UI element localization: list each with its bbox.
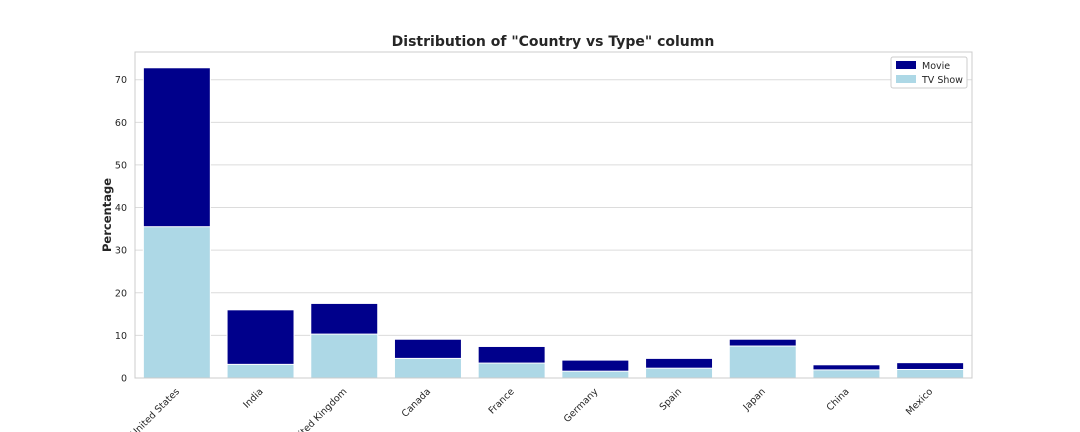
y-tick-label: 30 bbox=[115, 246, 127, 257]
y-axis-ticks: 0 10 20 30 40 50 60 70 bbox=[115, 75, 127, 384]
legend: Movie TV Show bbox=[890, 56, 968, 89]
bar-tv-show bbox=[728, 345, 797, 379]
bar-tv-show bbox=[310, 333, 379, 379]
bars bbox=[142, 67, 965, 379]
bar-tv-show bbox=[812, 369, 881, 379]
legend-swatch bbox=[896, 75, 916, 83]
y-tick-label: 60 bbox=[115, 118, 127, 129]
bar-tv-show bbox=[477, 362, 546, 379]
y-tick-label: 0 bbox=[121, 374, 127, 385]
y-axis-label: Percentage bbox=[100, 178, 114, 252]
bar-tv-show bbox=[896, 368, 965, 379]
legend-label: Movie bbox=[922, 61, 950, 72]
bar-tv-show bbox=[226, 363, 295, 379]
bar-tv-show bbox=[393, 357, 462, 379]
y-tick-label: 50 bbox=[115, 160, 127, 171]
bar-tv-show bbox=[561, 370, 630, 379]
y-tick-label: 40 bbox=[115, 203, 127, 214]
y-tick-label: 20 bbox=[115, 288, 127, 299]
legend-swatch bbox=[896, 61, 916, 69]
chart-title: Distribution of "Country vs Type" column bbox=[392, 34, 715, 50]
y-tick-label: 10 bbox=[115, 331, 127, 342]
bar-tv-show bbox=[142, 226, 211, 379]
y-tick-label: 70 bbox=[115, 75, 127, 86]
plot-frame bbox=[134, 51, 973, 379]
legend-label: TV Show bbox=[921, 75, 963, 86]
bar-tv-show bbox=[645, 367, 714, 379]
